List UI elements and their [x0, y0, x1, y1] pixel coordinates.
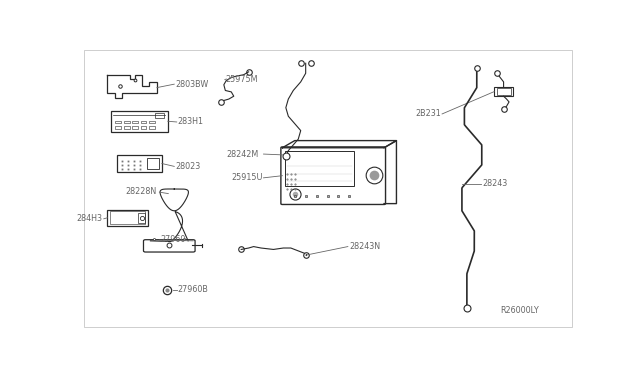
- Bar: [110, 211, 145, 224]
- Text: R26000LY: R26000LY: [500, 306, 539, 315]
- Bar: [132, 121, 138, 124]
- Text: 28243N: 28243N: [349, 242, 380, 251]
- Text: 2803BW: 2803BW: [175, 80, 209, 89]
- Bar: [138, 213, 145, 223]
- Text: 284H3: 284H3: [77, 214, 103, 223]
- Text: 28023: 28023: [176, 162, 201, 171]
- Text: 27960: 27960: [161, 235, 186, 244]
- Text: 28242M: 28242M: [227, 150, 259, 158]
- Text: 28228N: 28228N: [125, 187, 157, 196]
- Bar: [132, 126, 138, 129]
- Text: 2B231: 2B231: [415, 109, 441, 118]
- Bar: [497, 89, 511, 95]
- Bar: [111, 110, 168, 132]
- Bar: [124, 121, 129, 124]
- Text: 283H1: 283H1: [178, 118, 204, 126]
- Bar: [285, 151, 355, 186]
- Bar: [147, 158, 159, 169]
- Bar: [115, 121, 121, 124]
- Text: 25975M: 25975M: [225, 75, 258, 84]
- Bar: [115, 126, 121, 129]
- Bar: [141, 121, 147, 124]
- Bar: [117, 155, 162, 172]
- Bar: [494, 87, 513, 96]
- Bar: [149, 121, 155, 124]
- Text: 27960B: 27960B: [178, 285, 209, 294]
- Bar: [149, 126, 155, 129]
- Text: 28243: 28243: [483, 179, 508, 188]
- Bar: [141, 126, 147, 129]
- Bar: [108, 210, 148, 226]
- Text: 25915U: 25915U: [231, 173, 262, 182]
- Bar: [156, 112, 164, 118]
- Bar: [124, 126, 129, 129]
